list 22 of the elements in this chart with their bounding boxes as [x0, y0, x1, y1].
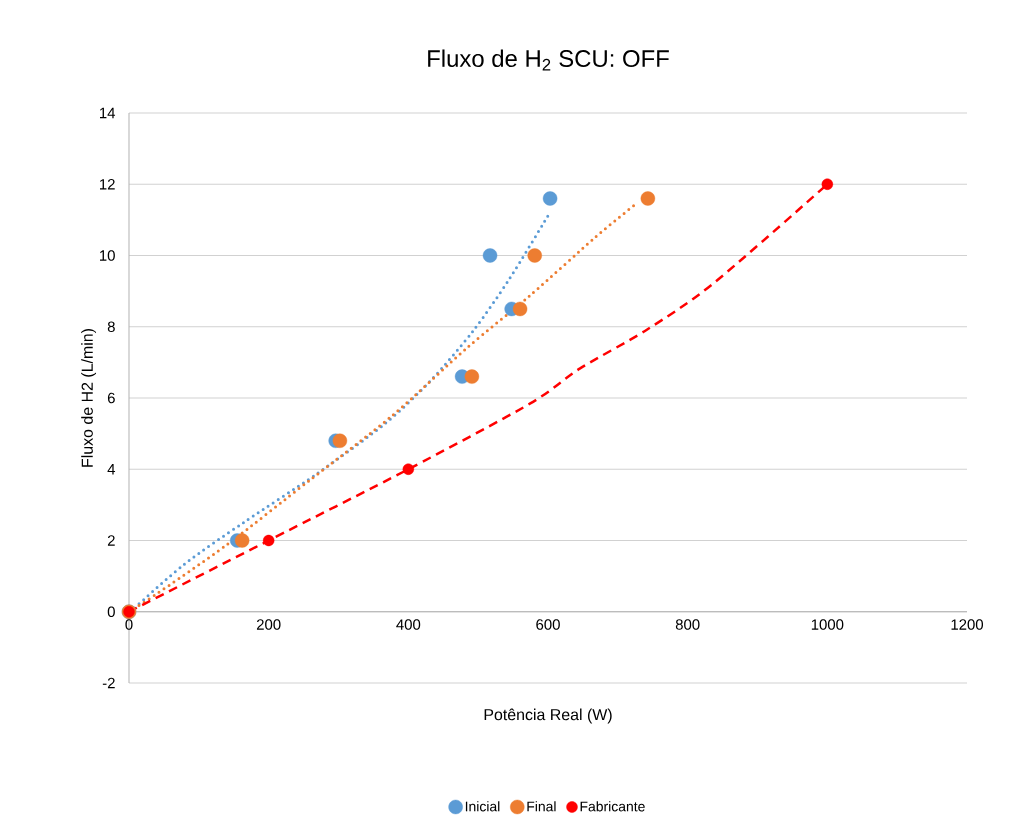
y-tick-label: 12: [100, 179, 115, 190]
legend-label: Final: [527, 801, 556, 812]
y-tick-label: 2: [107, 535, 115, 546]
chart-title: Fluxo de H$_{2}$ SCU: OFF: [428, 49, 669, 71]
x-tick-label: 0: [125, 619, 133, 630]
y-tick-label: 4: [107, 464, 116, 475]
y-tick-label: 8: [107, 321, 115, 333]
legend-label: Fabricante: [580, 801, 645, 812]
x-axis-title: Potência Real (W): [484, 708, 612, 724]
y-tick-label: 0: [107, 606, 115, 618]
x-tick-label: 200: [256, 619, 281, 630]
y-tick-label: -2: [102, 677, 115, 689]
y-tick-label: 10: [100, 250, 115, 261]
x-tick-label: 1000: [811, 619, 844, 630]
y-tick-label: 14: [100, 107, 116, 119]
x-tick-label: 1200: [951, 619, 984, 630]
x-tick-label: 800: [675, 619, 700, 630]
x-tick-label: 600: [536, 619, 560, 630]
y-axis-title: Fluxo de H2 (L/min): [81, 329, 97, 467]
legend-label: Inicial: [465, 801, 500, 812]
x-tick-label: 400: [396, 619, 421, 630]
y-tick-label: 6: [107, 392, 115, 404]
